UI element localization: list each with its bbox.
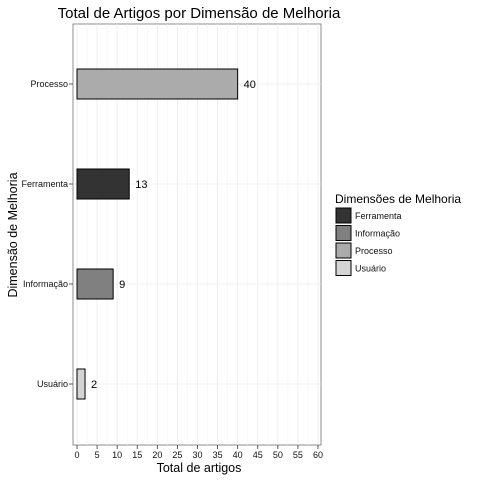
legend-label: Ferramenta bbox=[355, 211, 402, 221]
legend-label: Processo bbox=[355, 246, 393, 256]
bar-usuário bbox=[76, 368, 86, 400]
x-tick-label: 5 bbox=[95, 450, 100, 460]
data-label: 13 bbox=[135, 179, 147, 191]
bar-informação bbox=[76, 268, 114, 300]
x-tick-label: 0 bbox=[74, 450, 79, 460]
data-label: 40 bbox=[244, 79, 256, 91]
bars bbox=[76, 68, 239, 400]
x-tick-label: 20 bbox=[152, 450, 162, 460]
legend-swatch bbox=[335, 242, 352, 259]
x-tick-label: 10 bbox=[112, 450, 122, 460]
x-tick-label: 25 bbox=[172, 450, 182, 460]
y-tick-label: Informação bbox=[23, 279, 68, 289]
x-tick-label: 40 bbox=[233, 450, 243, 460]
data-label: 9 bbox=[119, 279, 125, 291]
legend-swatch bbox=[335, 207, 352, 224]
legend-swatch bbox=[335, 225, 352, 241]
legend-label: Informação bbox=[355, 229, 400, 239]
data-label: 2 bbox=[91, 379, 97, 391]
x-tick-label: 55 bbox=[293, 450, 303, 460]
y-tick-label: Ferramenta bbox=[21, 179, 68, 189]
chart-title: Total de Artigos por Dimensão de Melhori… bbox=[58, 5, 341, 22]
legend-label: Usuário bbox=[355, 264, 386, 274]
x-tick-label: 30 bbox=[192, 450, 202, 460]
y-tick-label: Processo bbox=[30, 79, 68, 89]
bar-processo bbox=[76, 68, 239, 100]
legend-title: Dimensões de Melhoria bbox=[335, 192, 461, 206]
x-axis-title: Total de artigos bbox=[157, 461, 242, 475]
legend-swatch bbox=[335, 260, 352, 276]
x-tick-label: 45 bbox=[253, 450, 263, 460]
y-axis-title: Dimensão de Melhoria bbox=[6, 172, 20, 297]
x-tick-label: 50 bbox=[273, 450, 283, 460]
x-tick-label: 35 bbox=[213, 450, 223, 460]
y-tick-label: Usuário bbox=[37, 379, 68, 389]
x-tick-label: 60 bbox=[313, 450, 323, 460]
bar-ferramenta bbox=[76, 168, 130, 200]
legend: Dimensões de Melhoria Ferramenta Informaç… bbox=[335, 192, 461, 276]
data-labels: 40 13 9 2 bbox=[91, 79, 256, 391]
x-axis: 0 5 10 15 20 25 30 35 40 45 50 55 60 bbox=[74, 445, 323, 460]
y-axis: Processo Ferramenta Informação Usuário bbox=[21, 79, 73, 389]
x-tick-label: 15 bbox=[132, 450, 142, 460]
